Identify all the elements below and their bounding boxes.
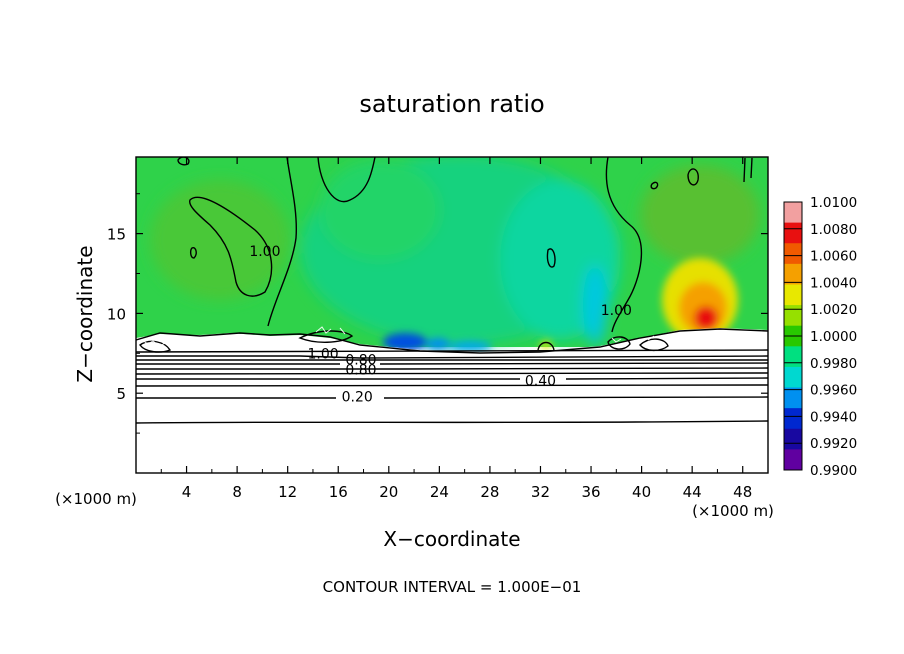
y-axis: 5 10 15	[107, 193, 768, 434]
colorbar-label: 0.9920	[810, 436, 857, 452]
contour-labels: 1.00 1.00 1.00 0.800.80 0.40 0.20	[249, 244, 632, 405]
y-axis-label: Z−coordinate	[73, 245, 97, 382]
colorbar-segment	[784, 263, 802, 285]
saturation-field	[136, 157, 768, 473]
contour-line	[139, 340, 172, 353]
plot-frame	[135, 156, 769, 474]
field-blue-region	[426, 338, 450, 350]
speckle	[141, 326, 765, 348]
contour-line	[136, 372, 768, 375]
contour-line	[605, 157, 643, 333]
x-tick-label: 16	[329, 483, 348, 501]
colorbar-segment	[784, 284, 802, 306]
x-tick-label: 20	[379, 483, 398, 501]
colorbar-label: 1.0020	[810, 302, 857, 318]
x-tick-label: 4	[182, 483, 192, 501]
x-tick-label: 48	[733, 483, 752, 501]
field-light-region	[320, 160, 440, 260]
contour-label: 1.00	[249, 244, 280, 260]
contour-line	[639, 338, 669, 352]
colorbar-segment	[784, 202, 802, 224]
colorbar-segment	[784, 428, 802, 450]
contour-label: 0.20	[342, 389, 373, 405]
contour-line	[136, 396, 768, 399]
contour-label: 1.00	[601, 303, 632, 319]
x-axis: 4 8 12 16 20 24 28 32 36 40 44 48	[160, 157, 752, 501]
contour-interval-note: CONTOUR INTERVAL = 1.000E−01	[323, 578, 582, 596]
field-red-region	[694, 306, 718, 330]
x-tick-label: 40	[632, 483, 651, 501]
colorbar-label: 1.0080	[810, 222, 857, 238]
contour-line	[267, 157, 298, 327]
colorbar-segment	[784, 346, 802, 368]
field-blue-region	[448, 341, 492, 351]
colorbar-segment	[784, 243, 802, 265]
contour-line	[650, 181, 659, 190]
contour-line	[136, 328, 768, 354]
contour-line	[537, 341, 555, 351]
x-tick-label: 36	[581, 483, 600, 501]
colorbar-label: 1.0060	[810, 249, 857, 265]
x-tick-label: 24	[430, 483, 449, 501]
x-tick-label: 12	[278, 483, 297, 501]
contour-label: 0.80	[345, 353, 376, 369]
plot-area: 1.00 1.00 1.00 0.800.80 0.40 0.20	[136, 157, 768, 473]
contour-line	[136, 377, 768, 380]
contour-label: 1.00	[307, 346, 338, 362]
colorbar-segment	[784, 387, 802, 409]
colorbar-label: 1.0100	[810, 195, 857, 211]
contour-line	[136, 355, 768, 359]
colorbar-label: 0.9960	[810, 383, 857, 399]
field-green-region	[640, 165, 760, 265]
contour-line	[607, 336, 631, 350]
contour-lines	[136, 157, 768, 424]
x-axis-label: X−coordinate	[383, 527, 520, 551]
contour-line	[317, 157, 376, 203]
x-tick-label: 8	[232, 483, 242, 501]
contour-line	[136, 367, 768, 370]
contour-line	[188, 196, 273, 297]
colorbar-segment	[784, 366, 802, 389]
colorbar: 1.0100 1.0080 1.0060 1.0040 1.0020 1.0000 0.99…	[783, 195, 857, 479]
contour-line	[136, 384, 768, 387]
y-tick-label: 5	[116, 385, 126, 403]
colorbar-segment	[784, 449, 802, 471]
saturation-speckle	[141, 326, 765, 348]
contour-line	[136, 420, 768, 424]
colorbar-segment	[784, 408, 802, 430]
x-tick-label: 28	[480, 483, 499, 501]
y-tick-label: 10	[107, 305, 126, 323]
field-blue-region	[383, 333, 427, 351]
x-unit-right: (×1000 m)	[692, 502, 774, 520]
y-tick-label: 15	[107, 226, 126, 244]
x-unit-left: (×1000 m)	[55, 490, 137, 508]
colorbar-label: 1.0000	[810, 329, 857, 345]
contour-line	[546, 248, 556, 268]
contour-line	[189, 247, 197, 259]
field-green-region	[150, 180, 290, 300]
contour-line	[298, 330, 354, 343]
colorbar-segment	[784, 305, 802, 327]
contour-label: 0.80	[345, 362, 376, 378]
contour-line	[687, 168, 699, 186]
contour-label: 0.40	[525, 373, 556, 389]
contour-line	[136, 349, 768, 353]
contour-line	[136, 362, 768, 365]
colorbar-label: 0.9940	[810, 409, 857, 425]
x-tick-label: 44	[683, 483, 702, 501]
colorbar-label: 0.9980	[810, 356, 857, 372]
colorbar-label: 1.0040	[810, 275, 857, 291]
colorbar-segment	[784, 222, 802, 244]
x-tick-label: 32	[531, 483, 550, 501]
chart-title: saturation ratio	[359, 90, 544, 118]
colorbar-label: 0.9900	[810, 463, 857, 479]
field-cyan-region	[583, 265, 607, 345]
contour-line	[743, 157, 753, 183]
